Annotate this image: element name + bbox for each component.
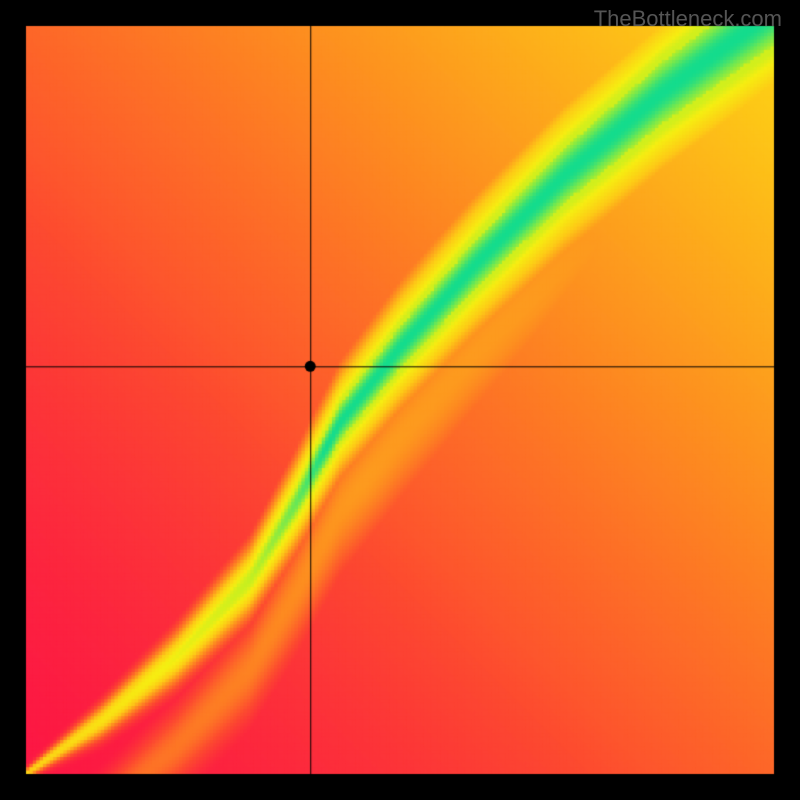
chart-container: TheBottleneck.com [0,0,800,800]
bottleneck-heatmap [0,0,800,800]
watermark-text: TheBottleneck.com [594,6,782,32]
